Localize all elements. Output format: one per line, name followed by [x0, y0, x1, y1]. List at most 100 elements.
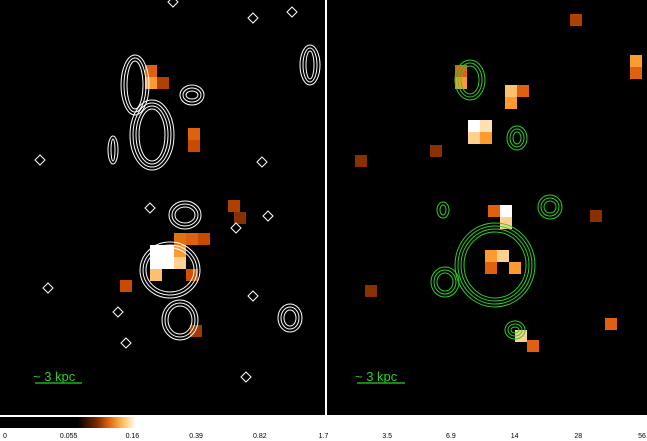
- contour: [457, 225, 533, 305]
- contour: [460, 228, 530, 302]
- contour: [512, 131, 522, 145]
- pixel: [355, 155, 367, 167]
- pixel: [605, 318, 617, 330]
- contour: [540, 197, 560, 217]
- pixel: [174, 233, 186, 245]
- contour: [161, 299, 199, 341]
- right-panel: [327, 0, 647, 415]
- contour: [509, 128, 525, 148]
- pixel: [150, 257, 162, 269]
- pixel: [430, 145, 442, 157]
- contour: [126, 60, 144, 110]
- marker: [120, 337, 132, 349]
- pixel: [198, 233, 210, 245]
- contour: [110, 138, 116, 162]
- contour: [132, 102, 172, 168]
- pixel: [630, 55, 642, 67]
- pixel: [500, 205, 512, 217]
- contour: [299, 44, 321, 86]
- pixel: [590, 210, 602, 222]
- contour: [504, 320, 526, 340]
- contour: [507, 323, 523, 337]
- contour: [168, 200, 202, 230]
- marker: [42, 282, 54, 294]
- pixel: [630, 67, 642, 79]
- contour: [167, 305, 193, 335]
- contour: [179, 84, 205, 106]
- marker: [247, 12, 259, 24]
- pixel: [505, 85, 517, 97]
- contour: [302, 47, 318, 83]
- contour: [171, 203, 199, 227]
- contour: [174, 206, 196, 224]
- colorbar-tick-label: 0.16: [126, 433, 140, 440]
- colorbar-tick-label: 0.39: [189, 433, 203, 440]
- pixel: [162, 245, 174, 257]
- contour: [510, 326, 520, 334]
- pixel: [480, 132, 492, 144]
- contour: [436, 201, 450, 219]
- scale-label: ~ 3 kpc: [33, 369, 76, 384]
- marker: [286, 6, 298, 18]
- pixel: [145, 77, 157, 89]
- pixel: [517, 85, 529, 97]
- contour: [457, 62, 483, 98]
- pixel: [509, 262, 521, 274]
- contour: [454, 59, 486, 101]
- contour: [454, 222, 536, 308]
- contour: [120, 54, 150, 116]
- contour: [107, 135, 119, 165]
- pixel: [468, 132, 480, 144]
- colorbar-tick-label: 56: [638, 433, 646, 440]
- pixel: [174, 257, 186, 269]
- marker: [240, 371, 252, 383]
- contour: [283, 309, 297, 327]
- contour: [439, 204, 447, 216]
- contour: [135, 105, 169, 165]
- marker: [262, 210, 274, 222]
- contour: [280, 306, 300, 330]
- pixel: [145, 65, 157, 77]
- pixel: [570, 14, 582, 26]
- pixel: [188, 128, 200, 140]
- marker: [34, 154, 46, 166]
- colorbar-tick-label: 0.055: [60, 433, 78, 440]
- contour: [138, 108, 166, 162]
- contour: [460, 65, 480, 95]
- pixel: [188, 140, 200, 152]
- contour: [277, 303, 303, 333]
- contour: [139, 241, 201, 299]
- contour: [185, 90, 199, 100]
- pixel: [505, 97, 517, 109]
- contour: [433, 269, 457, 295]
- contour: [129, 99, 175, 171]
- contour: [145, 247, 195, 293]
- contour: [543, 200, 557, 214]
- contour: [430, 266, 460, 298]
- scale-label: ~ 3 kpc: [355, 369, 398, 384]
- pixel: [150, 269, 162, 281]
- colorbar-tick-label: 14: [511, 433, 519, 440]
- contour: [436, 272, 454, 292]
- pixel: [228, 200, 240, 212]
- marker: [230, 222, 242, 234]
- colorbar-tick-label: 3.5: [382, 433, 392, 440]
- pixel: [186, 269, 198, 281]
- marker: [256, 156, 268, 168]
- pixel: [527, 340, 539, 352]
- pixel: [480, 120, 492, 132]
- pixel: [120, 280, 132, 292]
- marker: [167, 0, 179, 8]
- pixel: [157, 77, 169, 89]
- contour: [164, 302, 196, 338]
- left-panel: [0, 0, 325, 415]
- contour: [506, 125, 528, 151]
- colorbar-tick-label: 0.82: [253, 433, 267, 440]
- pixel: [365, 285, 377, 297]
- pixel: [485, 262, 497, 274]
- marker: [144, 202, 156, 214]
- colorbar-tick-label: 1.7: [319, 433, 329, 440]
- marker: [247, 290, 259, 302]
- colorbar-tick-label: 0: [3, 433, 7, 440]
